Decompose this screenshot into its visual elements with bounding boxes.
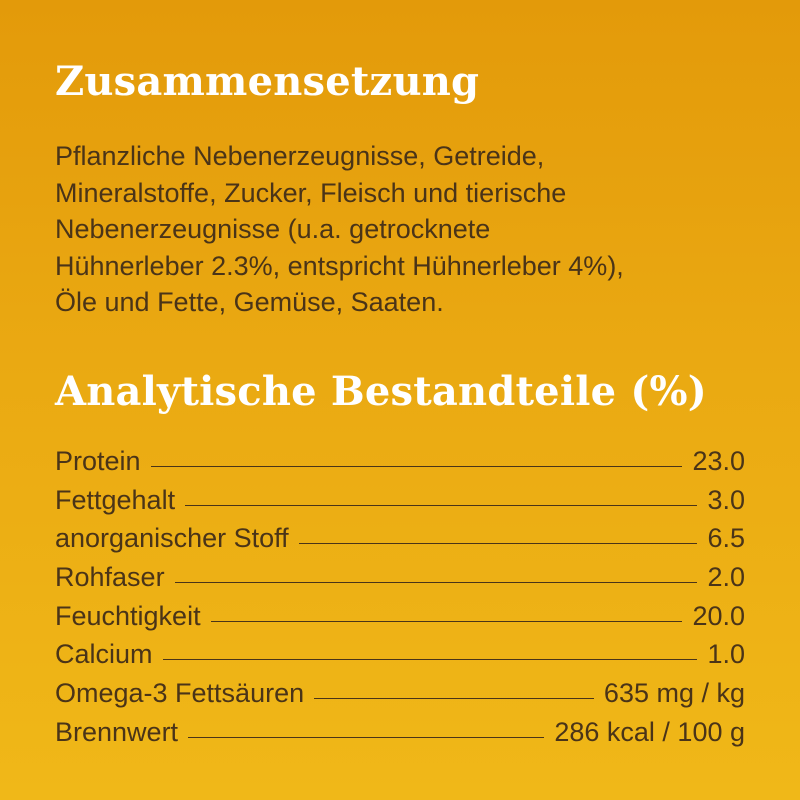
analysis-row: anorganischer Stoff 6.5	[55, 523, 745, 562]
composition-text: Pflanzliche Nebenerzeugnisse, Getreide, …	[55, 138, 755, 321]
row-label: Fettgehalt	[55, 484, 176, 515]
row-value: 6.5	[707, 523, 745, 554]
row-label: Calcium	[55, 639, 153, 670]
composition-heading: Zusammensetzung	[55, 58, 480, 105]
analysis-row: Omega-3 Fettsäuren 635 mg / kg	[55, 678, 745, 717]
row-value: 20.0	[692, 600, 745, 631]
row-value: 635 mg / kg	[603, 678, 745, 709]
composition-line: Hühnerleber 2.3%, entspricht Hühnerleber…	[55, 250, 624, 281]
composition-line: Mineralstoffe, Zucker, Fleisch und tieri…	[55, 177, 567, 208]
leader-line	[210, 620, 683, 622]
analysis-row: Protein 23.0	[55, 446, 745, 485]
row-label: anorganischer Stoff	[55, 523, 289, 554]
analysis-row: Feuchtigkeit 20.0	[55, 601, 745, 640]
row-label: Omega-3 Fettsäuren	[55, 678, 305, 709]
leader-line	[188, 736, 545, 738]
analysis-row: Fettgehalt 3.0	[55, 485, 745, 524]
row-label: Protein	[55, 446, 141, 476]
leader-line	[298, 543, 698, 545]
analysis-row: Brennwert 286 kcal / 100 g	[55, 717, 745, 756]
row-label: Brennwert	[55, 716, 179, 747]
row-value: 1.0	[707, 639, 745, 670]
leader-line	[150, 466, 683, 467]
analysis-row: Calcium 1.0	[55, 639, 745, 678]
analysis-row: Rohfaser 2.0	[55, 562, 745, 601]
analysis-heading: Analytische Bestandteile (%)	[55, 368, 707, 415]
leader-line	[174, 582, 698, 584]
row-value: 286 kcal / 100 g	[554, 716, 745, 747]
leader-line	[162, 659, 698, 661]
row-label: Rohfaser	[55, 562, 165, 593]
row-value: 3.0	[707, 484, 745, 515]
row-label: Feuchtigkeit	[55, 600, 201, 631]
leader-line	[314, 698, 594, 700]
row-value: 2.0	[707, 562, 745, 593]
composition-line: Öle und Fette, Gemüse, Saaten.	[55, 287, 444, 317]
row-value: 23.0	[692, 446, 745, 476]
leader-line	[185, 504, 698, 506]
composition-line: Nebenerzeugnisse (u.a. getrocknete	[55, 214, 491, 244]
composition-line: Pflanzliche Nebenerzeugnisse, Getreide,	[55, 141, 545, 171]
analysis-table: Protein 23.0 Fettgehalt 3.0 anorganische…	[55, 446, 745, 756]
